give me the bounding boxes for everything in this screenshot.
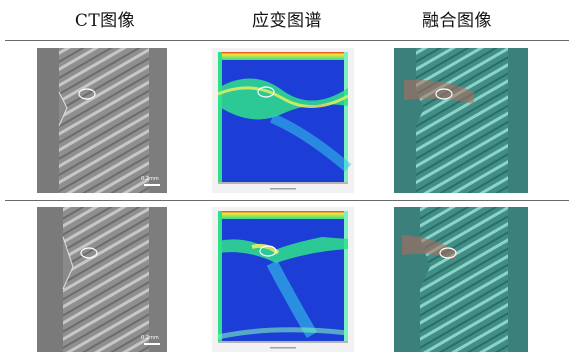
fusion-image-row2 [394,207,528,352]
scale-bar [144,343,160,345]
scale-bar-label-row1: 0.2mm [141,176,159,182]
middle-rule [5,200,569,201]
scale-bar-label-row2: 0.2mm [141,335,159,341]
strain-map-row1 [212,48,354,193]
top-rule [5,40,569,41]
strain-map-row2 [212,207,354,352]
ct-image-row2: 0.2mm [37,207,167,352]
roi-ellipse [435,88,453,100]
ct-image-row1: 0.2mm [37,48,167,193]
header-strain: 应变图谱 [252,11,322,31]
header-ct: CT图像 [74,11,136,31]
scale-bar [144,184,160,186]
fusion-image-row1 [394,48,528,193]
roi-ellipse [257,86,275,98]
roi-ellipse [439,247,457,259]
roi-ellipse [259,245,277,257]
roi-ellipse [80,247,98,259]
roi-ellipse [78,88,96,100]
header-fusion: 融合图像 [422,11,492,31]
